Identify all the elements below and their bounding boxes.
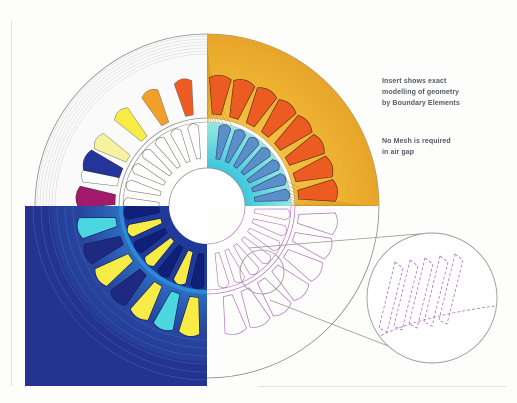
rotor-bar (155, 137, 181, 169)
rotor-bar (215, 124, 232, 161)
magnified-slot-outline (438, 253, 464, 325)
magnified-slot-detail (239, 232, 498, 364)
stator-slot (292, 155, 334, 183)
magnified-slot-outline (393, 259, 419, 331)
rotor-bar (240, 147, 271, 176)
magnified-slots (371, 253, 496, 341)
rotor-bar (134, 228, 168, 254)
rotor-bar (123, 197, 160, 206)
magnified-gap-line (371, 305, 496, 341)
rotor-bar (233, 137, 260, 169)
stator-slot (75, 185, 116, 206)
stator-slot-outline (291, 232, 333, 260)
rotor-bar-outline (251, 218, 287, 237)
stator-slot (229, 79, 256, 120)
rotor-bar-outline (224, 248, 245, 283)
stator-slot-outline (256, 277, 292, 317)
stator-slot (82, 149, 124, 178)
field-plot-upper-right (207, 34, 379, 206)
stator-slot (141, 89, 170, 127)
stator-slot-outline (222, 294, 247, 335)
frame-rule-bottom (258, 386, 506, 387)
rotor-bar (190, 253, 205, 290)
stator-slot-outline (240, 287, 271, 328)
rotor-bar (246, 159, 280, 184)
rotor-bar-outline (214, 252, 230, 289)
rotor-bar (157, 244, 184, 278)
stator-slot (173, 78, 194, 117)
rotor-bar (253, 188, 290, 202)
stator-slot (178, 296, 200, 337)
rotor-bar (142, 149, 173, 177)
field-plot-lower-left (25, 206, 207, 386)
stator-slot (245, 87, 278, 128)
stator-slot-outline (297, 212, 338, 236)
callout-line-top (248, 232, 431, 249)
rotor-bar-outline (254, 208, 291, 221)
rotor-bar (125, 179, 162, 196)
magnified-slot-outline (378, 261, 404, 333)
rotor-bar (187, 123, 201, 160)
rotor-bar-outline (240, 236, 271, 264)
shaft-bore (169, 206, 207, 244)
rotor-bar (126, 218, 163, 238)
rotor-bar (173, 249, 194, 286)
stator-slot (93, 133, 131, 163)
stator-slot-outline (283, 249, 323, 282)
annotation-exact-modelling: Insert shows exact modelling of geometry… (382, 78, 460, 107)
stator-slot (152, 290, 181, 331)
annotation-no-mesh: No Mesh is required in air gap (382, 138, 451, 156)
rotor-bar-outline (233, 243, 259, 275)
stator-slot (209, 74, 232, 116)
field-region-amber (207, 34, 379, 206)
stator-slot (76, 217, 118, 239)
magnified-slot-outline (408, 257, 434, 329)
stator-slot (284, 133, 325, 166)
rotor-bar (123, 206, 160, 220)
stator-slot (114, 107, 148, 142)
stator-slot-outline (271, 264, 310, 301)
magnified-slot-outline (423, 255, 449, 327)
rotor-bar (132, 163, 166, 186)
inset-source-circle (239, 249, 285, 295)
stator-slot (110, 268, 147, 306)
mesh-outline-lower-right (207, 206, 380, 379)
rotor-bar (144, 237, 175, 267)
stator-slot (261, 99, 297, 138)
rotor-bar (251, 173, 287, 193)
rotor-bar-outline (247, 227, 281, 252)
stator-slot (129, 281, 163, 321)
stator-slot (274, 114, 313, 151)
rotor-bar (170, 128, 191, 163)
stator-slot (83, 235, 124, 265)
frame-rule-left (11, 20, 12, 386)
stator-slot (297, 179, 338, 202)
rotor-bar (224, 129, 246, 164)
stator-slot (94, 253, 134, 287)
shaft-bore (207, 167, 246, 206)
